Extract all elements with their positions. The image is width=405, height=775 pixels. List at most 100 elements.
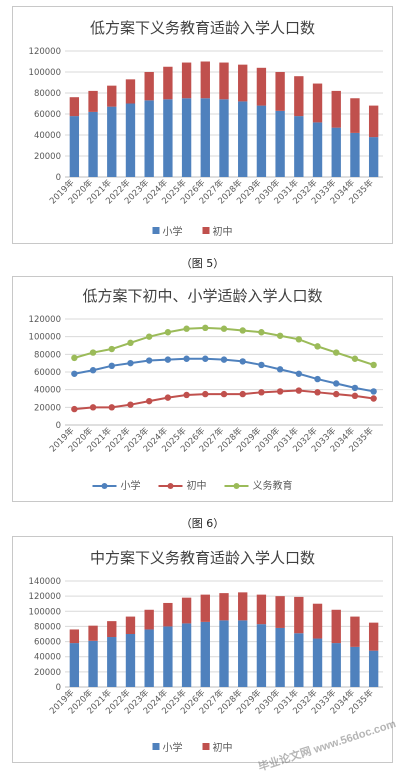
legend-label: 小学 xyxy=(163,741,183,754)
data-point xyxy=(276,388,284,395)
y-tick-label: 40000 xyxy=(34,386,61,396)
y-tick-label: 20000 xyxy=(34,403,61,413)
chart-panel-1: 低方案下义务教育适龄入学人口数 0 20000 40000 60000 80000 1000… xyxy=(12,6,393,244)
data-point xyxy=(333,390,340,398)
y-tick-label: 80000 xyxy=(34,89,61,99)
bar-primary xyxy=(144,629,154,687)
bar-primary xyxy=(312,638,323,687)
data-point xyxy=(333,380,340,387)
chart-title: 低方案下义务教育适龄入学人口数 xyxy=(90,19,315,37)
legend-swatch xyxy=(152,227,160,234)
data-point xyxy=(202,390,209,398)
legend-label: 义务教育 xyxy=(253,479,293,492)
chart-panel-3: 中方案下义务教育适龄入学人口数 0 20000 40000 60000 80000 1000… xyxy=(12,536,393,763)
chart-1: 低方案下义务教育适龄入学人口数 0 20000 40000 60000 80000 1000… xyxy=(29,19,383,238)
y-tick-label: 20000 xyxy=(34,668,61,678)
legend-label: 初中 xyxy=(213,225,233,238)
bar-primary xyxy=(238,101,248,177)
data-point xyxy=(239,390,246,398)
bar-primary xyxy=(69,116,80,177)
bar-primary xyxy=(181,623,192,687)
data-point xyxy=(202,355,209,362)
bar-middle xyxy=(200,61,210,99)
data-point xyxy=(239,358,246,365)
data-point xyxy=(295,336,303,343)
legend-label: 小学 xyxy=(163,225,183,238)
data-point xyxy=(89,404,97,411)
data-point xyxy=(351,384,359,392)
bar-middle xyxy=(107,85,117,107)
chart-panel-2: 低方案下初中、小学适龄入学人口数 0 20000 40000 60000 80000 100… xyxy=(12,276,393,502)
bar-middle xyxy=(312,83,323,123)
bar-middle xyxy=(107,621,117,638)
data-point xyxy=(295,370,303,377)
chart-title: 中方案下义务教育适龄入学人口数 xyxy=(90,549,315,567)
bar-primary xyxy=(331,643,341,687)
y-tick-label: 100000 xyxy=(29,333,61,343)
data-point xyxy=(183,355,190,362)
bar-primary xyxy=(256,624,267,687)
legend-marker xyxy=(167,483,174,489)
data-point xyxy=(145,397,153,405)
bar-middle xyxy=(350,98,360,133)
bar-middle xyxy=(275,72,285,111)
y-tick-label: 80000 xyxy=(34,622,61,632)
data-point xyxy=(71,370,78,377)
data-point xyxy=(276,332,284,339)
bar-primary xyxy=(275,627,285,687)
bar-primary xyxy=(219,99,229,177)
y-tick-label: 140000 xyxy=(29,577,61,587)
bar-primary xyxy=(163,626,173,687)
bar-middle xyxy=(331,609,341,644)
legend-swatch xyxy=(202,743,210,750)
legend-label: 初中 xyxy=(187,479,207,492)
bar-middle xyxy=(125,616,136,634)
data-point xyxy=(370,388,377,395)
data-point xyxy=(258,329,265,336)
bar-primary xyxy=(275,110,285,177)
data-point xyxy=(239,327,246,334)
data-point xyxy=(314,389,321,396)
y-tick-label: 60000 xyxy=(34,368,61,378)
y-tick-label: 60000 xyxy=(34,638,61,648)
data-point xyxy=(220,356,228,363)
data-point xyxy=(295,387,303,394)
series-line xyxy=(74,357,374,393)
bar-middle xyxy=(294,596,304,634)
bar-middle xyxy=(163,602,173,627)
y-tick-label: 100000 xyxy=(29,68,61,78)
y-tick-label: 60000 xyxy=(34,110,61,120)
data-point xyxy=(220,325,228,332)
bar-primary xyxy=(331,127,341,177)
chart-title: 低方案下初中、小学适龄入学人口数 xyxy=(82,287,322,305)
legend-label: 初中 xyxy=(213,741,233,754)
bar-primary xyxy=(125,103,136,177)
y-tick-label: 40000 xyxy=(34,653,61,663)
bar-middle xyxy=(368,622,379,651)
bar-middle xyxy=(256,67,267,106)
data-point xyxy=(276,366,284,373)
y-tick-label: 120000 xyxy=(29,315,61,325)
bar-primary xyxy=(88,111,98,177)
bar-primary xyxy=(200,98,210,177)
y-tick-label: 20000 xyxy=(34,152,61,162)
bar-middle xyxy=(200,594,210,622)
data-point xyxy=(258,389,265,396)
bar-primary xyxy=(256,105,267,177)
chart-3: 中方案下义务教育适龄入学人口数 0 20000 40000 60000 80000 1000… xyxy=(29,549,383,754)
bar-middle xyxy=(219,62,229,100)
data-point xyxy=(127,359,134,367)
y-tick-label: 0 xyxy=(56,173,61,183)
bar-middle xyxy=(238,592,248,621)
data-point xyxy=(89,349,97,356)
bar-primary xyxy=(107,637,117,687)
bar-middle xyxy=(350,616,360,647)
data-point xyxy=(108,362,115,370)
chart-2: 低方案下初中、小学适龄入学人口数 0 20000 40000 60000 80000 100… xyxy=(29,287,383,492)
bar-middle xyxy=(181,597,192,624)
bar-middle xyxy=(144,72,154,101)
data-point xyxy=(258,361,265,369)
data-point xyxy=(164,356,172,363)
bar-middle xyxy=(88,625,98,641)
data-point xyxy=(127,339,134,347)
